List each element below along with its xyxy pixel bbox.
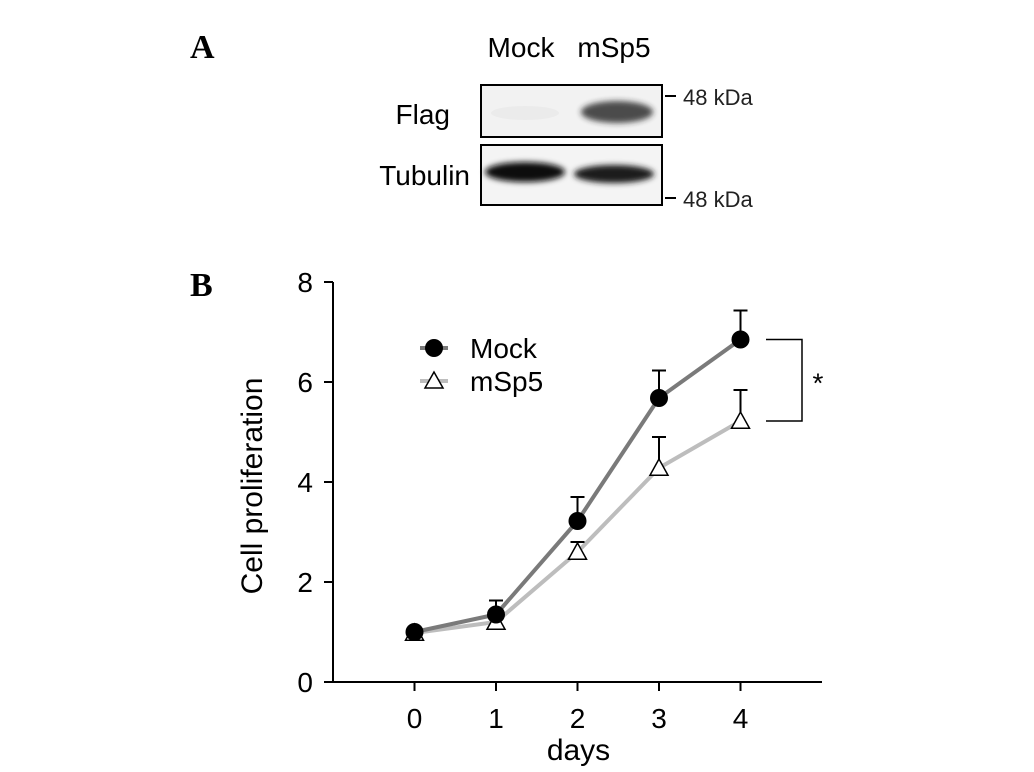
- lane-label-mock: Mock: [488, 32, 556, 63]
- y-tick-label: 6: [297, 367, 313, 398]
- band-tubulin-msp5: [574, 165, 654, 183]
- y-tick-label: 4: [297, 467, 313, 498]
- data-point: [405, 623, 424, 641]
- blot-label-flag: Flag: [396, 99, 450, 130]
- x-tick-label: 3: [651, 703, 667, 734]
- y-tick-label: 8: [297, 267, 313, 298]
- blot-flag: Flag 48 kDa: [396, 84, 753, 138]
- data-point: [731, 330, 750, 349]
- lane-label-msp5: mSp5: [577, 32, 650, 63]
- bracket-line: [766, 338, 803, 422]
- data-point: [567, 541, 588, 560]
- panel-a-label: A: [190, 29, 215, 66]
- data-point: [487, 605, 505, 624]
- significance-star: *: [813, 367, 824, 398]
- significance-bracket: *: [766, 338, 824, 422]
- legend-marker-mock: [425, 339, 443, 357]
- band-flag-msp5: [581, 101, 653, 123]
- x-tick-label: 2: [570, 703, 586, 734]
- series-line: [414, 337, 742, 634]
- data-point: [568, 512, 587, 530]
- blot-label-tubulin: Tubulin: [379, 160, 470, 191]
- proliferation-chart: 0 2 4 6 8 0 1 2 3 4 days Cell proliferation MockmSp5…: [236, 267, 824, 767]
- legend-label-mock: Mock: [470, 333, 538, 364]
- lane-labels: Mock mSp5: [488, 32, 651, 63]
- band-tubulin-mock: [485, 162, 565, 182]
- data-point: [648, 457, 670, 476]
- y-axis-label: Cell proliferation: [236, 378, 269, 595]
- data-point: [730, 410, 751, 429]
- blot-tubulin: Tubulin 48 kDa: [379, 144, 753, 212]
- y-tick-label: 2: [297, 567, 313, 598]
- x-tick-label: 4: [733, 703, 749, 734]
- series-mock: [405, 309, 750, 641]
- series-msp5: [404, 389, 751, 641]
- legend-marker-msp5: [423, 370, 445, 389]
- band-flag-mock: [491, 106, 559, 120]
- x-tick-label: 0: [407, 703, 423, 734]
- legend-label-msp5: mSp5: [470, 366, 543, 397]
- panel-b-label: B: [190, 267, 213, 304]
- x-axis-label: days: [547, 734, 610, 767]
- marker-label-flag: 48 kDa: [683, 85, 753, 110]
- y-tick-label: 0: [297, 667, 313, 698]
- marker-label-tubulin: 48 kDa: [683, 187, 753, 212]
- x-tick-label: 1: [488, 703, 504, 734]
- data-point: [650, 389, 668, 407]
